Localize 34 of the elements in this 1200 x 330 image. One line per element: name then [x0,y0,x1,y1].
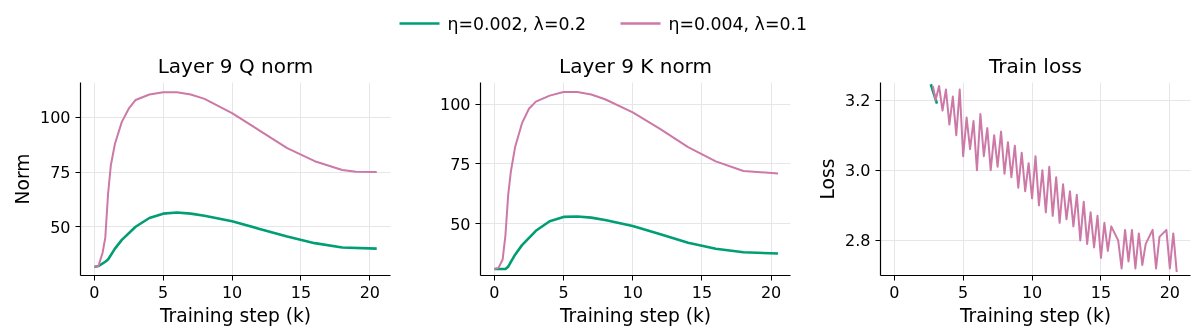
x-tick-label: 0 [489,282,500,302]
y-tick-label: 2.8 [845,231,871,251]
x-tick-label: 15 [1090,282,1112,302]
chart-title: Layer 9 Q norm [157,53,314,78]
x-tick-label: 5 [958,282,969,302]
x-tick-label: 15 [290,282,312,302]
chart-title: Train loss [988,53,1082,78]
chart-title: Layer 9 K norm [559,53,712,78]
x-tick-label: 10 [622,282,643,302]
x-tick-label: 10 [221,282,243,302]
legend-label: η=0.004, λ=0.1 [668,13,807,34]
y-axis-title: Norm [11,153,33,205]
x-axis-title: Training step (k) [958,304,1112,326]
x-tick-label: 0 [89,282,100,302]
y-tick-label: 100 [39,108,71,128]
legend-label: η=0.002, λ=0.2 [447,13,586,34]
x-tick-label: 5 [158,282,169,302]
x-axis-title: Training step (k) [158,304,312,326]
y-axis-title: Loss [817,158,839,200]
y-tick-label: 50 [50,217,71,237]
y-tick-label: 75 [50,163,71,183]
x-axis-title: Training step (k) [558,304,712,326]
x-tick-label: 20 [760,282,782,302]
y-tick-label: 100 [439,95,471,115]
y-tick-label: 50 [450,214,471,234]
x-tick-label: 20 [1159,282,1181,302]
x-tick-label: 5 [558,282,569,302]
x-tick-label: 20 [359,282,381,302]
y-tick-label: 3.2 [845,91,871,111]
x-tick-label: 10 [1021,282,1043,302]
x-tick-label: 0 [889,282,900,302]
x-tick-label: 15 [691,282,713,302]
y-tick-label: 3.0 [845,161,871,181]
y-tick-label: 75 [450,154,471,174]
